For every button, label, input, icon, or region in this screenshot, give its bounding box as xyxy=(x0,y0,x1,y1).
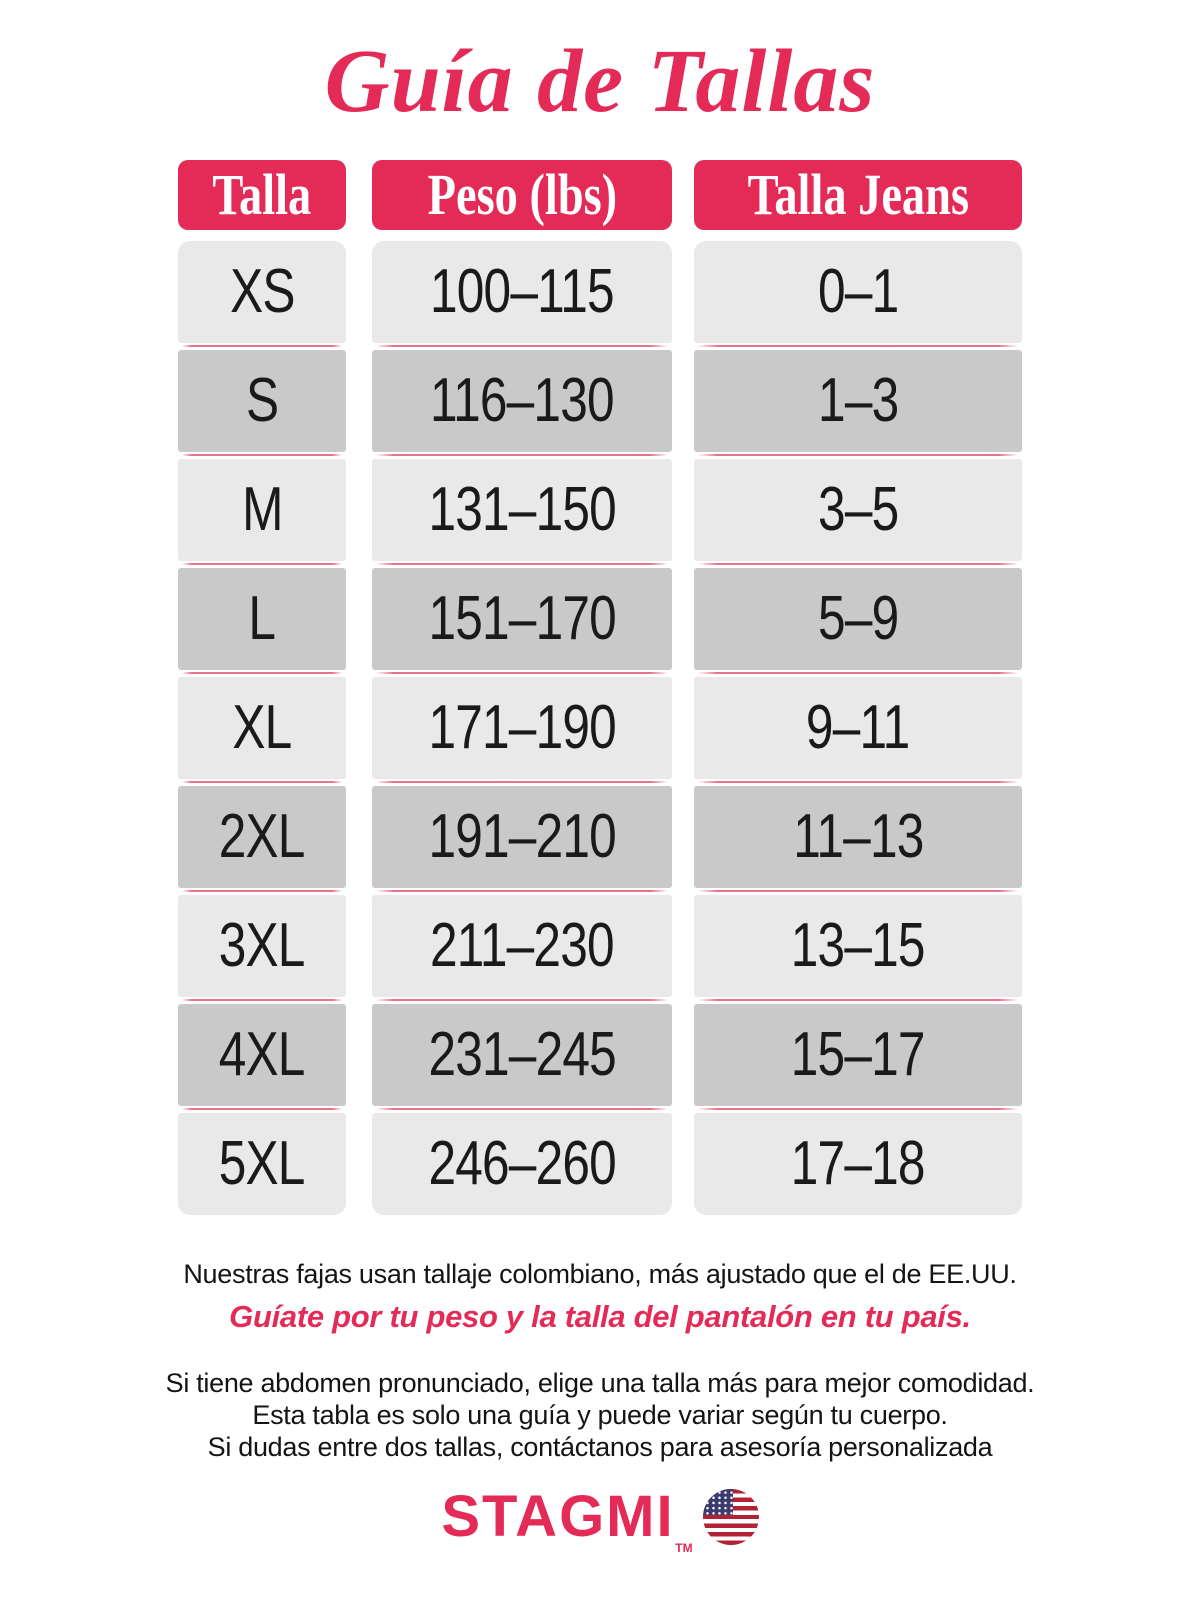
cell-value: 1–3 xyxy=(817,366,899,435)
cell-value: 171–190 xyxy=(428,693,616,762)
column-talla: Talla XS S M L XL 2XL 3XL 4XL 5XL xyxy=(178,159,346,1215)
us-flag-canton xyxy=(702,1488,733,1515)
cell-value: 13–15 xyxy=(791,911,926,980)
table-cell: 116–130 xyxy=(372,344,672,452)
table-cell: XL xyxy=(178,671,346,779)
table-cell: 151–170 xyxy=(372,562,672,670)
cell-value: 9–11 xyxy=(806,693,910,762)
note-contact: Si dudas entre dos tallas, contáctanos p… xyxy=(207,1432,993,1463)
column-header-jeans: Talla Jeans xyxy=(694,159,1022,230)
table-cell: 211–230 xyxy=(372,889,672,997)
table-cell: 231–245 xyxy=(372,998,672,1106)
table-cell: 2XL xyxy=(178,780,346,888)
table-cell: 171–190 xyxy=(372,671,672,779)
cell-value: M xyxy=(241,475,283,544)
cell-value: L xyxy=(248,584,277,653)
cell-value: 4XL xyxy=(219,1020,306,1089)
cell-value: 5XL xyxy=(219,1129,306,1198)
table-cell: 5–9 xyxy=(694,562,1022,670)
notes-block: Si tiene abdomen pronunciado, elige una … xyxy=(0,1367,1200,1464)
column-header-peso: Peso (lbs) xyxy=(372,159,672,230)
cell-value: 2XL xyxy=(219,802,306,871)
trademark-label: TM xyxy=(675,1540,693,1555)
column-header-label: Talla Jeans xyxy=(747,162,969,227)
column-body-peso: 100–115 116–130 131–150 151–170 171–190 … xyxy=(372,240,672,1215)
cell-value: 231–245 xyxy=(428,1020,616,1089)
cell-value: XS xyxy=(229,257,295,326)
cell-value: 100–115 xyxy=(430,257,615,326)
table-cell: 246–260 xyxy=(372,1107,672,1215)
cell-value: 11–13 xyxy=(792,802,924,871)
page-title: Guía de Tallas xyxy=(324,32,876,131)
cell-value: 0–1 xyxy=(817,257,899,326)
column-peso: Peso (lbs) 100–115 116–130 131–150 151–1… xyxy=(372,159,672,1215)
table-cell: 3XL xyxy=(178,889,346,997)
table-cell: 100–115 xyxy=(372,240,672,343)
cell-value: 151–170 xyxy=(428,584,616,653)
table-cell: 1–3 xyxy=(694,344,1022,452)
column-header-label: Talla xyxy=(212,162,312,227)
brand-name: STAGMI xyxy=(441,1483,675,1549)
note-guidance-highlight: Guíate por tu peso y la talla del pantal… xyxy=(229,1298,971,1334)
table-cell: 4XL xyxy=(178,998,346,1106)
cell-value: 5–9 xyxy=(817,584,899,653)
table-cell: 191–210 xyxy=(372,780,672,888)
cell-value: S xyxy=(245,366,279,435)
note-guide-only: Esta tabla es solo una guía y puede vari… xyxy=(252,1399,948,1430)
cell-value: 3XL xyxy=(219,911,306,980)
size-table: Talla XS S M L XL 2XL 3XL 4XL 5XL Peso (… xyxy=(0,159,1200,1215)
table-cell: 9–11 xyxy=(694,671,1022,779)
table-cell: XS xyxy=(178,240,346,343)
table-cell: 0–1 xyxy=(694,240,1022,343)
table-cell: M xyxy=(178,453,346,561)
note-abdomen: Si tiene abdomen pronunciado, elige una … xyxy=(165,1367,1035,1398)
column-body-jeans: 0–1 1–3 3–5 5–9 9–11 11–13 13–15 15–17 1… xyxy=(694,240,1022,1215)
column-header-talla: Talla xyxy=(178,159,346,230)
table-cell: L xyxy=(178,562,346,670)
table-cell: 3–5 xyxy=(694,453,1022,561)
cell-value: XL xyxy=(232,693,292,762)
brand-footer: STAGMI TM xyxy=(0,1487,1200,1554)
brand-logo: STAGMI TM xyxy=(441,1487,692,1554)
table-cell: 17–18 xyxy=(694,1107,1022,1215)
note-sizing-info: Nuestras fajas usan tallaje colombiano, … xyxy=(183,1258,1017,1289)
column-jeans: Talla Jeans 0–1 1–3 3–5 5–9 9–11 11–13 1… xyxy=(694,159,1022,1215)
us-flag-icon xyxy=(702,1488,759,1545)
cell-value: 211–230 xyxy=(430,911,615,980)
cell-value: 191–210 xyxy=(428,802,616,871)
table-cell: 15–17 xyxy=(694,998,1022,1106)
column-body-talla: XS S M L XL 2XL 3XL 4XL 5XL xyxy=(178,240,346,1215)
table-cell: 13–15 xyxy=(694,889,1022,997)
cell-value: 17–18 xyxy=(791,1129,926,1198)
cell-value: 15–17 xyxy=(791,1020,926,1089)
table-cell: 131–150 xyxy=(372,453,672,561)
table-cell: 5XL xyxy=(178,1107,346,1215)
table-cell: 11–13 xyxy=(694,780,1022,888)
column-header-label: Peso (lbs) xyxy=(427,162,617,227)
table-cell: S xyxy=(178,344,346,452)
cell-value: 3–5 xyxy=(817,475,899,544)
cell-value: 116–130 xyxy=(430,366,615,435)
cell-value: 131–150 xyxy=(428,475,616,544)
cell-value: 246–260 xyxy=(428,1129,616,1198)
